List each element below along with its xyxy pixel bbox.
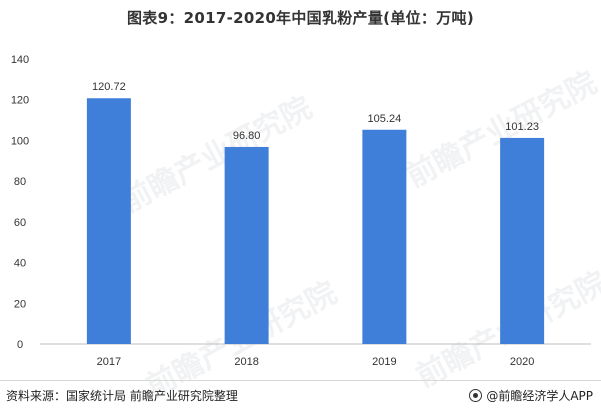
chart-title: 图表9：2017-2020年中国乳粉产量(单位：万吨) (127, 9, 474, 27)
footer-divider (0, 380, 601, 381)
bar (224, 146, 269, 344)
data-label: 101.23 (505, 121, 539, 133)
y-tick-label: 140 (11, 54, 29, 66)
brand-icon (469, 389, 483, 402)
y-tick-label: 80 (14, 176, 26, 188)
bar (500, 137, 545, 344)
bar (362, 129, 407, 344)
y-tick-label: 120 (11, 95, 29, 107)
y-tick-label: 100 (11, 135, 29, 147)
x-tick-label: 2019 (372, 356, 396, 368)
y-tick-label: 40 (14, 258, 26, 270)
source-note: 资料来源：国家统计局 前瞻产业研究院整理 (6, 389, 238, 403)
y-tick-label: 0 (17, 339, 23, 351)
bar-chart: 0 20 40 60 80 100 120 140 120.72 2017 96.80 2018 105… (11, 54, 591, 368)
chart-area: 0 20 40 60 80 100 120 140 120.72 2017 96.80 2018 105… (0, 40, 601, 380)
data-label: 105.24 (368, 113, 402, 125)
y-tick-label: 20 (14, 298, 26, 310)
data-label: 120.72 (92, 81, 126, 93)
credit: @前瞻经济学人APP (469, 387, 593, 404)
x-tick-label: 2018 (234, 356, 258, 368)
credit-label: @前瞻经济学人APP (486, 389, 593, 403)
x-tick-label: 2020 (510, 356, 534, 368)
x-tick-label: 2017 (97, 356, 121, 368)
bar (86, 98, 131, 345)
y-tick-label: 60 (14, 217, 26, 229)
data-label: 96.80 (233, 130, 261, 142)
